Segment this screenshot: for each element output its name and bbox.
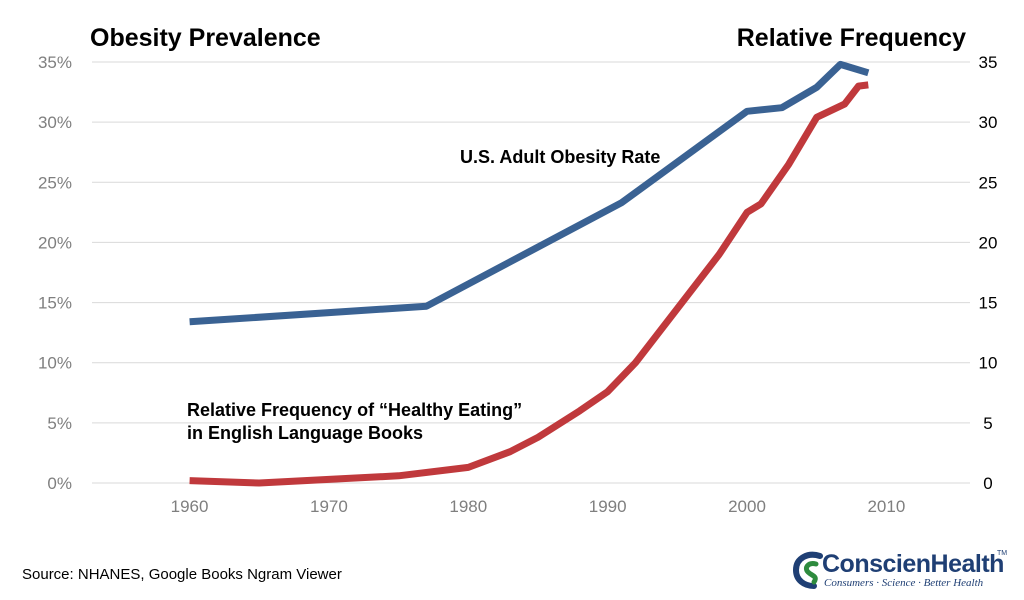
y-right-tick-label: 25 <box>979 173 998 192</box>
obesity-rate-label: U.S. Adult Obesity Rate <box>460 147 661 167</box>
conscienhealth-logo: ConscienHealth TM Consumers · Science · … <box>792 550 1012 592</box>
series <box>189 60 870 487</box>
logo-trademark: TM <box>997 550 1008 557</box>
y-right-tick-label: 15 <box>979 294 998 313</box>
y-right-tick-label: 0 <box>983 474 992 493</box>
healthy-eating-label-line2: in English Language Books <box>187 423 424 443</box>
y-right-tick-label: 35 <box>979 53 998 72</box>
gridlines <box>92 61 970 484</box>
axes: 0% 0 5% 5 10% 10 15% 15 20% 20 25% 25 30% 30 35% 35 1960… <box>38 53 997 516</box>
left-axis-title: Obesity Prevalence <box>90 24 321 52</box>
y-left-tick-label: 30% <box>38 113 72 132</box>
logo-name: ConscienHealth <box>822 550 1004 578</box>
y-right-tick-label: 5 <box>983 414 992 433</box>
y-left-tick-label: 5% <box>47 414 72 433</box>
y-left-tick-label: 10% <box>38 354 72 373</box>
healthy-eating-label-line1: Relative Frequency of “Healthy Eating” <box>187 400 523 420</box>
y-right-tick-label: 20 <box>979 233 998 252</box>
healthy-eating-label: Relative Frequency of “Healthy Eating” i… <box>187 399 522 445</box>
x-tick-label: 1980 <box>449 497 487 516</box>
healthy-eating-line <box>189 81 869 487</box>
y-left-tick-label: 15% <box>38 294 72 313</box>
y-left-tick-label: 20% <box>38 233 72 252</box>
source-note: Source: NHANES, Google Books Ngram Viewe… <box>22 566 342 583</box>
x-tick-label: 1990 <box>589 497 627 516</box>
logo-mark-icon <box>792 551 823 589</box>
y-left-tick-label: 35% <box>38 53 72 72</box>
y-right-tick-label: 10 <box>979 354 998 373</box>
x-tick-label: 2010 <box>867 497 905 516</box>
x-tick-label: 1970 <box>310 497 348 516</box>
obesity-rate-line <box>189 60 870 326</box>
y-left-tick-label: 0% <box>47 474 72 493</box>
x-tick-label: 2000 <box>728 497 766 516</box>
x-tick-label: 1960 <box>171 497 209 516</box>
right-axis-title: Relative Frequency <box>736 24 966 52</box>
y-right-tick-label: 30 <box>979 113 998 132</box>
y-left-tick-label: 25% <box>38 173 72 192</box>
logo-tagline: Consumers · Science · Better Health <box>824 577 984 589</box>
